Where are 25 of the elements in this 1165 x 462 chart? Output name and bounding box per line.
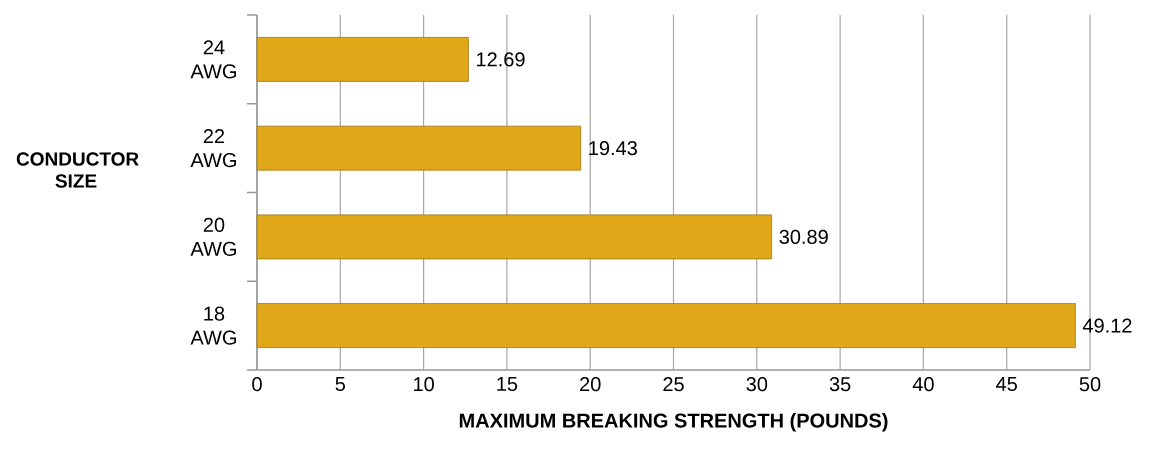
x-tick-label: 40 xyxy=(912,377,934,392)
x-tick-label: 30 xyxy=(746,377,768,392)
x-tick-label: 25 xyxy=(663,377,684,392)
bar xyxy=(256,36,469,82)
x-tick-label: 15 xyxy=(497,377,518,392)
x-tick-label: 35 xyxy=(829,377,851,392)
x-axis-title: MAXIMUM BREAKING STRENGTH (POUNDS) xyxy=(459,412,888,432)
bar xyxy=(256,303,1076,349)
data-label: 49.12 xyxy=(1082,318,1132,333)
x-tick-label: 5 xyxy=(335,377,346,392)
bar xyxy=(256,125,582,171)
y-tick-label: 18 AWG xyxy=(190,306,236,345)
x-tick-label: 0 xyxy=(252,377,262,392)
x-tick-label: 50 xyxy=(1079,377,1101,392)
bar xyxy=(256,214,773,260)
y-axis-title: CONDUCTOR SIZE xyxy=(16,152,139,188)
y-tick-label: 20 AWG xyxy=(190,217,236,256)
x-tick-label: 20 xyxy=(580,377,601,392)
x-tick-label: 45 xyxy=(996,377,1017,392)
data-label: 12.69 xyxy=(477,52,525,67)
y-tick-label: 22 AWG xyxy=(190,129,236,168)
data-label: 19.43 xyxy=(589,141,637,156)
data-label: 30.89 xyxy=(779,229,828,244)
y-tick-label: 24 AWG xyxy=(190,40,236,79)
x-tick-label: 10 xyxy=(414,377,434,392)
